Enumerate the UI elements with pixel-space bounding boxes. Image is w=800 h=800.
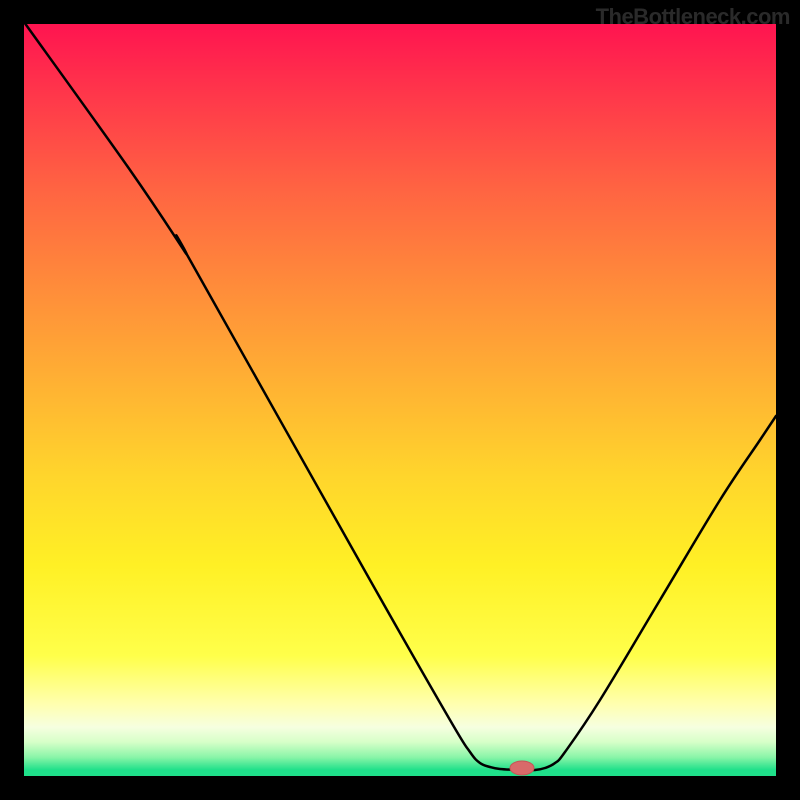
watermark-text: TheBottleneck.com xyxy=(596,4,790,30)
chart-background xyxy=(24,24,776,776)
optimal-point-marker xyxy=(510,761,534,775)
